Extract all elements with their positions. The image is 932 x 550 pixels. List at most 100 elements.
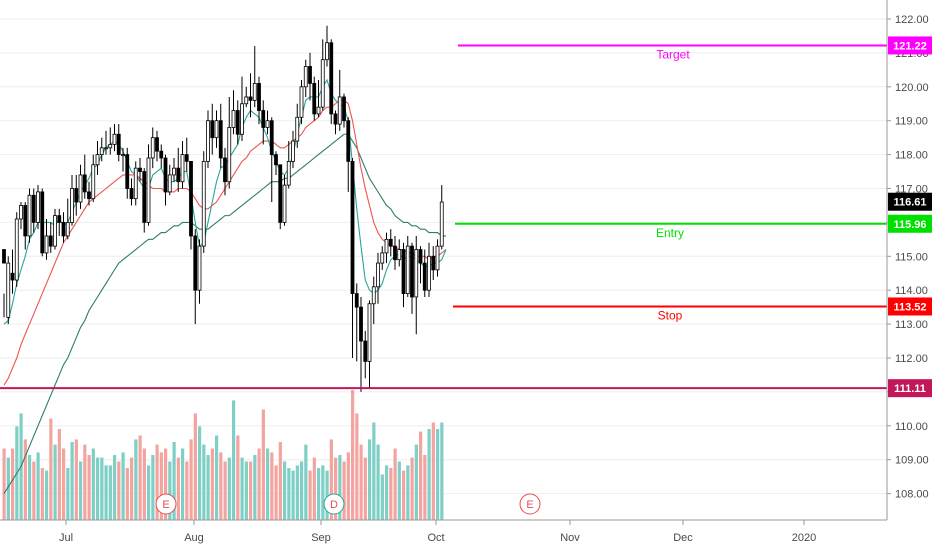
price-tick-label: 119.00 (895, 116, 928, 128)
candle-body (431, 255, 436, 271)
volume-bar (317, 468, 321, 520)
volume-bar (389, 468, 393, 520)
candle-body (167, 174, 172, 193)
event-marker-e[interactable] (155, 493, 177, 515)
volume-bar (74, 439, 78, 520)
candle-body (269, 120, 274, 155)
volume-bar (232, 400, 236, 520)
candle-body (112, 133, 117, 145)
volume-bar (283, 461, 287, 520)
volume-bar (351, 390, 355, 520)
candle-body (176, 167, 181, 183)
candle-body (435, 245, 440, 271)
candle-body (354, 293, 359, 308)
volume-bar (338, 455, 342, 520)
candle-body (303, 66, 308, 88)
volume-bar (151, 455, 155, 520)
candle-body (53, 215, 57, 247)
volume-bar (278, 442, 282, 520)
volume-bar (176, 457, 180, 520)
candle-body (337, 96, 342, 125)
candle-body (371, 286, 376, 305)
event-marker-d[interactable] (323, 493, 345, 515)
volume-bar (210, 448, 214, 520)
volume-bar (380, 474, 384, 520)
volume-bar (147, 465, 151, 520)
candle-body (333, 113, 338, 125)
volume-bar (96, 457, 100, 520)
price-tick-label: 117.00 (895, 184, 928, 196)
candle-body (410, 245, 414, 298)
volume-bar (87, 455, 91, 520)
volume-bar (240, 457, 244, 520)
candle-body (393, 245, 397, 261)
candle-body (308, 66, 312, 84)
candle-body (427, 255, 431, 291)
support-price-badge-text: 111.11 (894, 383, 926, 395)
candle-body (350, 160, 355, 294)
candle-body (414, 249, 419, 298)
candle-body (74, 188, 79, 203)
volume-bar (295, 465, 299, 520)
volume-bar (172, 442, 176, 520)
volume-bar (287, 468, 291, 520)
volume-bar (436, 429, 440, 520)
candle-body (138, 167, 142, 172)
last-price-badge[interactable] (888, 192, 932, 211)
support-price-badge[interactable] (888, 379, 932, 398)
candle-body (65, 221, 70, 237)
candle-body (235, 110, 240, 135)
candle-body (388, 238, 393, 247)
volume-bar (62, 448, 66, 520)
target-price-badge[interactable] (888, 36, 932, 55)
volume-bar (70, 442, 74, 520)
candle-body (312, 83, 317, 115)
volume-bar (83, 444, 87, 520)
entry-price-badge[interactable] (888, 214, 932, 233)
volume-bar (427, 429, 431, 520)
volume-bar (121, 452, 125, 520)
candle-body (218, 120, 223, 159)
time-tick-label: Sep (311, 532, 331, 544)
volume-bar (198, 426, 202, 520)
candle-body (87, 191, 91, 200)
volume-bar (2, 448, 6, 520)
volume-bar (266, 448, 270, 520)
volume-bar (342, 461, 346, 520)
event-marker-label: E (526, 499, 533, 511)
volume-bar (49, 418, 53, 520)
volume-bar (346, 452, 350, 520)
trade-levels[interactable]: Target Entry Stop (0, 44, 887, 390)
price-tick-label: 110.00 (895, 421, 928, 433)
price-axis[interactable]: 122.00121.00120.00119.00118.00117.00116.… (886, 0, 932, 520)
candle-body (91, 164, 96, 200)
candle-body (163, 157, 168, 193)
candle-body (150, 137, 155, 159)
candle-body (6, 262, 11, 318)
candle-body (19, 205, 23, 220)
candle-body (291, 140, 295, 162)
candle-body (121, 154, 125, 157)
candle-body (57, 215, 62, 223)
price-tick-label: 109.00 (895, 455, 929, 467)
event-marker-e[interactable] (519, 493, 541, 515)
candle-body (23, 205, 28, 237)
candle-body (78, 174, 83, 203)
volume-bar (134, 439, 138, 520)
volume-bar (244, 461, 248, 520)
candle-body (180, 154, 185, 183)
candle-body (125, 154, 130, 189)
volume-bar (419, 431, 423, 520)
volume-bar (334, 457, 338, 520)
volume-bar (257, 448, 261, 520)
volume-bar (397, 461, 401, 520)
time-axis[interactable]: Jul Aug Sep Oct Nov Dec 2020 (0, 519, 887, 544)
candle-body (104, 147, 108, 150)
stop-price-badge[interactable] (888, 297, 932, 316)
volume-bar (300, 461, 304, 520)
volume-bar (414, 444, 418, 520)
candle-body (367, 303, 372, 362)
candle-body (184, 154, 189, 162)
